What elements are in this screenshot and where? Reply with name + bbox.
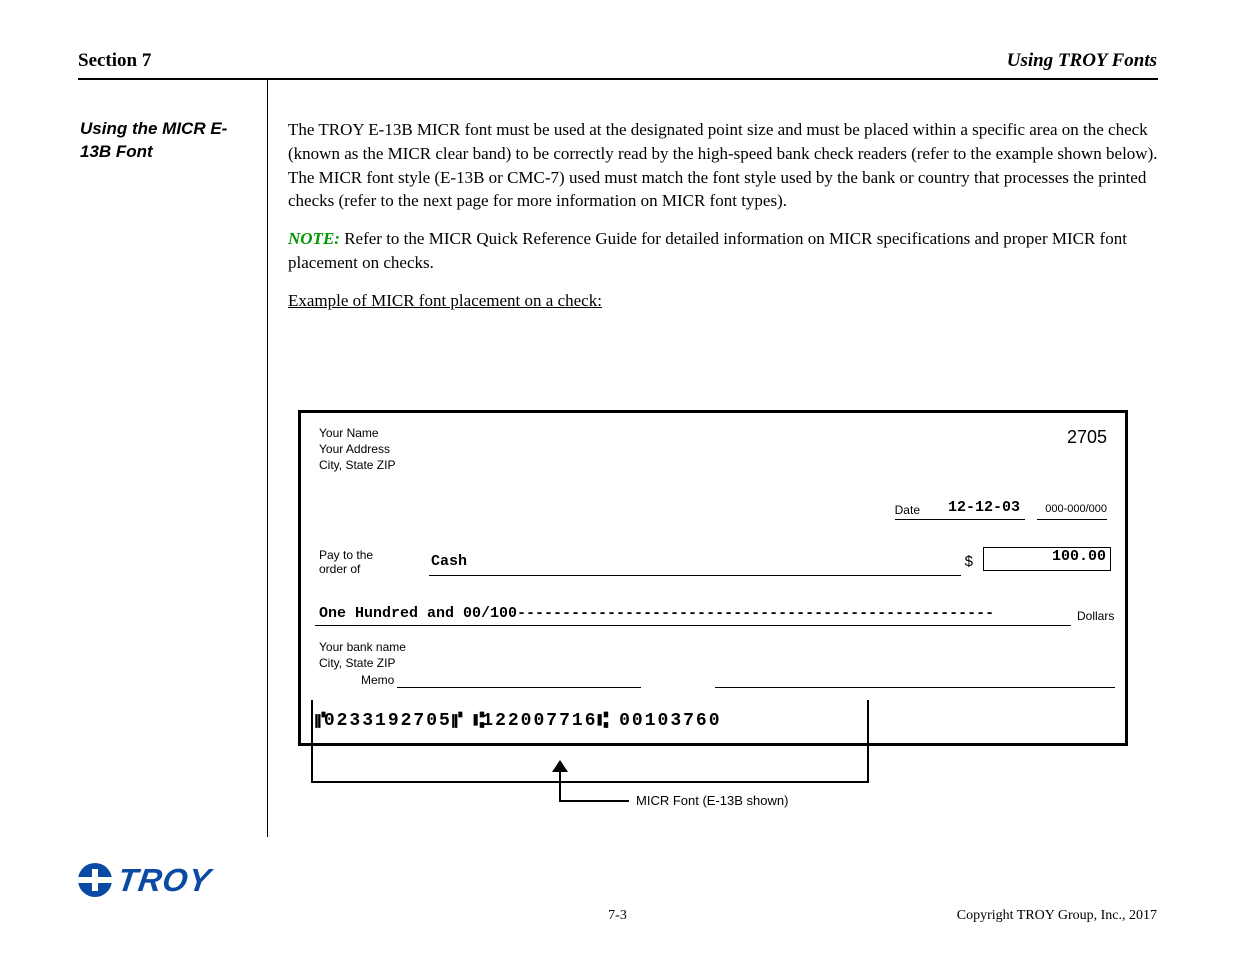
check-addr2: City, State ZIP — [319, 457, 395, 473]
bank-addr: City, State ZIP — [319, 655, 406, 671]
payee-rule — [429, 575, 961, 576]
date-label: Date — [895, 503, 920, 517]
arrow-horizontal — [559, 800, 629, 802]
bank-name: Your bank name — [319, 639, 406, 655]
arrow-vertical — [559, 766, 561, 802]
header-rule — [78, 78, 1158, 80]
copyright: Copyright TROY Group, Inc., 2017 — [957, 908, 1157, 924]
payee: Cash — [431, 553, 467, 570]
amount-words-rule — [315, 625, 1071, 626]
micr-caption: MICR Font (E-13B shown) — [636, 793, 788, 808]
check-number: 2705 — [1067, 427, 1107, 448]
note-paragraph: NOTE: Refer to the MICR Quick Reference … — [288, 227, 1158, 275]
check-example: Your Name Your Address City, State ZIP 2… — [298, 410, 1128, 746]
memo-label: Memo — [361, 673, 394, 687]
amount-box: 100.00 — [983, 547, 1111, 571]
currency-symbol: $ — [965, 553, 973, 570]
memo-rule — [397, 687, 641, 688]
section-header: Section 7 — [78, 50, 151, 72]
brand-logo-text: TROY — [115, 862, 213, 899]
body-column: The TROY E-13B MICR font must be used at… — [288, 118, 1158, 327]
column-divider — [267, 78, 268, 837]
note-text: Refer to the MICR Quick Reference Guide … — [288, 229, 1127, 272]
date-rule — [895, 519, 1025, 520]
note-label: NOTE: — [288, 229, 340, 248]
brand-logo-icon — [78, 863, 112, 897]
signature-rule — [715, 687, 1115, 688]
running-title: Using TROY Fonts — [1007, 50, 1157, 72]
page: Section 7 Using TROY Fonts Using the MIC… — [0, 0, 1235, 954]
micr-line: ⑈0233192705⑈ ⑆122007716⑆ 00103760 — [315, 711, 722, 731]
paragraph-1: The TROY E-13B MICR font must be used at… — [288, 118, 1158, 213]
bracket-bottom — [311, 781, 869, 783]
amount-words: One Hundred and 00/100------------------… — [319, 605, 1059, 622]
check-addr1: Your Address — [319, 441, 395, 457]
brand-logo: TROY — [78, 860, 228, 900]
check-name: Your Name — [319, 425, 395, 441]
check-ssn: 000-000/000 — [1045, 503, 1107, 515]
left-topic: Using the MICR E-13B Font — [80, 118, 255, 164]
bracket-left — [311, 700, 313, 783]
payto-label: Pay to the order of — [319, 549, 373, 577]
dollars-label: Dollars — [1077, 609, 1114, 623]
bracket-right — [867, 700, 869, 783]
ssn-rule — [1037, 519, 1107, 520]
intro-line: Example of MICR font placement on a chec… — [288, 289, 1158, 313]
check-date: 12-12-03 — [948, 499, 1020, 516]
